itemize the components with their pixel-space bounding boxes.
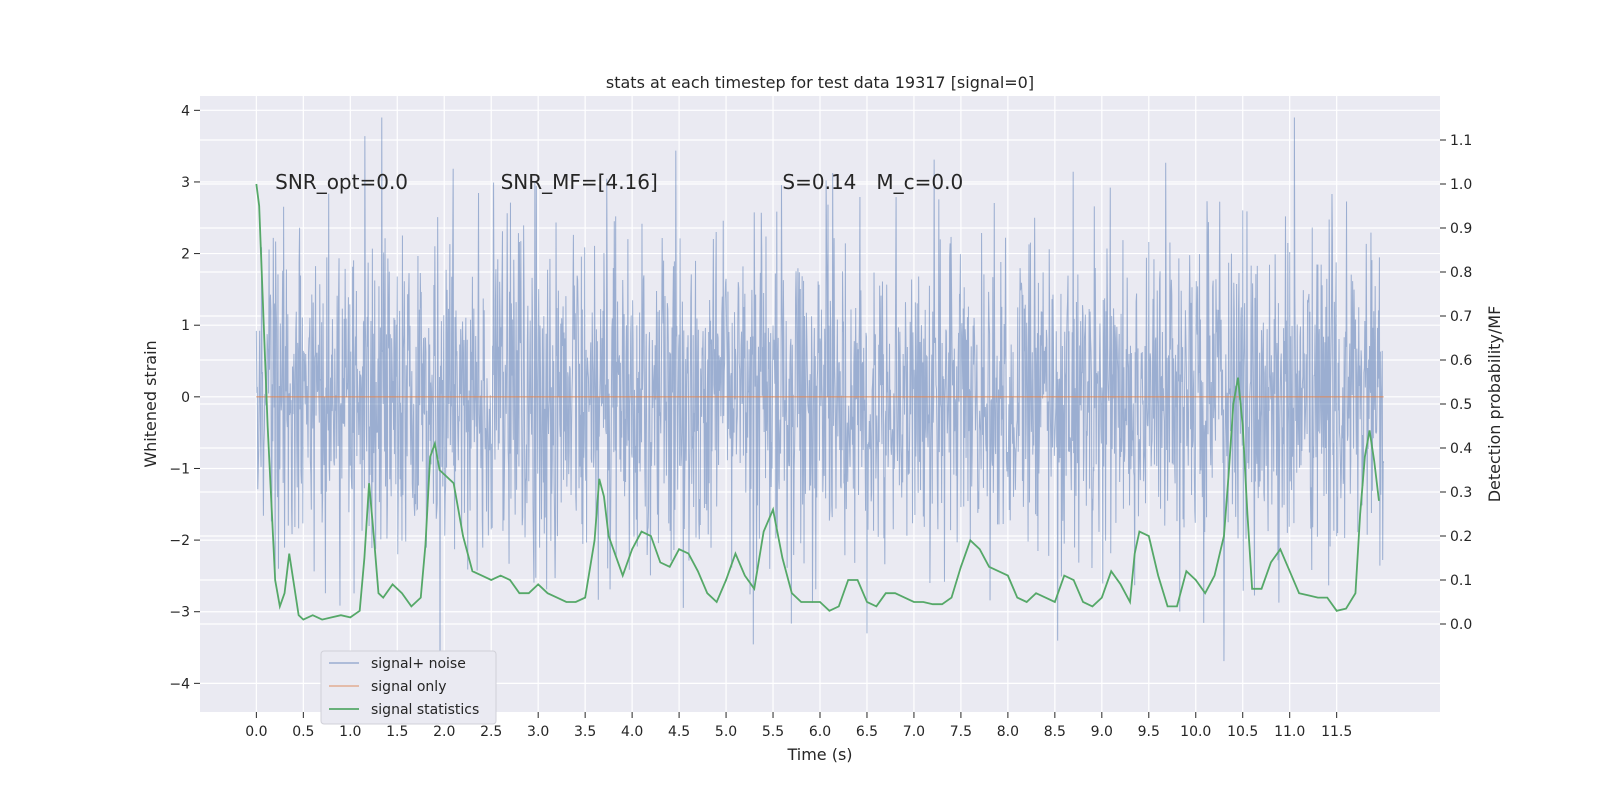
right-y-tick-label: 1.1 [1450, 133, 1472, 149]
x-tick-label: 9.0 [1091, 724, 1113, 740]
x-axis-ticks: 0.0 0.5 1.0 1.5 2.0 2.5 3.0 3.5 4.0 4.5 5.0 5.5 6.0 6… [245, 712, 1352, 740]
series-signal-noise [255, 117, 1385, 691]
x-tick-label: 7.5 [950, 724, 972, 740]
signal-noise-line [255, 117, 1385, 691]
left-y-tick-label: 4 [181, 103, 190, 119]
x-tick-label: 1.0 [339, 724, 361, 740]
left-y-tick-label: 3 [181, 175, 190, 191]
right-y-tick-label: 0.3 [1450, 485, 1472, 501]
legend-label-signal-only: signal only [371, 679, 446, 695]
x-tick-label: 5.5 [762, 724, 784, 740]
x-tick-label: 6.0 [809, 724, 831, 740]
right-y-tick-label: 0.2 [1450, 529, 1472, 545]
annotation-text: M_c=0.0 [876, 170, 963, 194]
x-tick-label: 7.0 [903, 724, 925, 740]
legend: signal+ noise signal only signal statist… [320, 650, 497, 725]
annotation-text: SNR_MF=[4.16] [501, 170, 658, 194]
right-y-tick-label: 0.0 [1450, 617, 1472, 633]
x-tick-label: 3.0 [527, 724, 549, 740]
left-y-tick-label: 0 [181, 390, 190, 406]
chart-title: stats at each timestep for test data 193… [606, 73, 1034, 92]
right-y-tick-label: 1.0 [1450, 177, 1472, 193]
left-y-tick-label: −1 [169, 461, 190, 477]
x-tick-label: 4.0 [621, 724, 643, 740]
x-axis-label: Time (s) [786, 745, 852, 764]
x-tick-label: 8.5 [1044, 724, 1066, 740]
right-y-tick-label: 0.5 [1450, 397, 1472, 413]
x-tick-label: 8.0 [997, 724, 1019, 740]
legend-label-signal-statistics: signal statistics [371, 702, 479, 718]
x-tick-label: 2.5 [480, 724, 502, 740]
right-y-tick-label: 0.9 [1450, 221, 1472, 237]
left-y-tick-label: −3 [169, 605, 190, 621]
x-tick-label: 11.5 [1321, 724, 1352, 740]
right-y-axis-label: Detection probability/MF [1485, 306, 1504, 503]
right-y-tick-label: 0.8 [1450, 265, 1472, 281]
left-y-tick-label: 1 [181, 318, 190, 334]
annotations: SNR_opt=0.0 SNR_MF=[4.16] S=0.14 M_c=0.0 [275, 170, 963, 194]
left-y-tick-label: 2 [181, 247, 190, 263]
signal-statistics-line [255, 183, 1380, 621]
left-y-axis-ticks: 4 3 2 1 0 −1 −2 −3 −4 [169, 103, 200, 692]
x-tick-label: 9.5 [1138, 724, 1160, 740]
left-y-tick-label: −2 [169, 533, 190, 549]
left-y-axis-label: Whitened strain [141, 340, 160, 467]
right-y-axis-ticks: 1.1 1.0 0.9 0.8 0.7 0.6 0.5 0.4 0.3 0.2 0.1 0.0 [1440, 133, 1472, 633]
right-y-tick-label: 0.4 [1450, 441, 1472, 457]
x-tick-label: 0.5 [292, 724, 314, 740]
x-tick-label: 3.5 [574, 724, 596, 740]
x-tick-label: 10.0 [1180, 724, 1211, 740]
x-tick-label: 2.0 [433, 724, 455, 740]
legend-box [320, 650, 497, 725]
right-y-tick-label: 0.1 [1450, 573, 1472, 589]
x-tick-label: 10.5 [1227, 724, 1258, 740]
plot-area [255, 117, 1385, 691]
left-y-tick-label: −4 [169, 676, 190, 692]
x-tick-label: 0.0 [245, 724, 267, 740]
series-signal-statistics [255, 183, 1380, 621]
x-tick-label: 6.5 [856, 724, 878, 740]
x-tick-label: 11.0 [1274, 724, 1305, 740]
x-tick-label: 4.5 [668, 724, 690, 740]
x-tick-label: 5.0 [715, 724, 737, 740]
right-y-tick-label: 0.7 [1450, 309, 1472, 325]
annotation-text: SNR_opt=0.0 [275, 170, 408, 194]
annotation-text: S=0.14 [782, 170, 856, 194]
legend-label-signal-noise: signal+ noise [371, 656, 466, 672]
right-y-tick-label: 0.6 [1450, 353, 1472, 369]
x-tick-label: 1.5 [386, 724, 408, 740]
